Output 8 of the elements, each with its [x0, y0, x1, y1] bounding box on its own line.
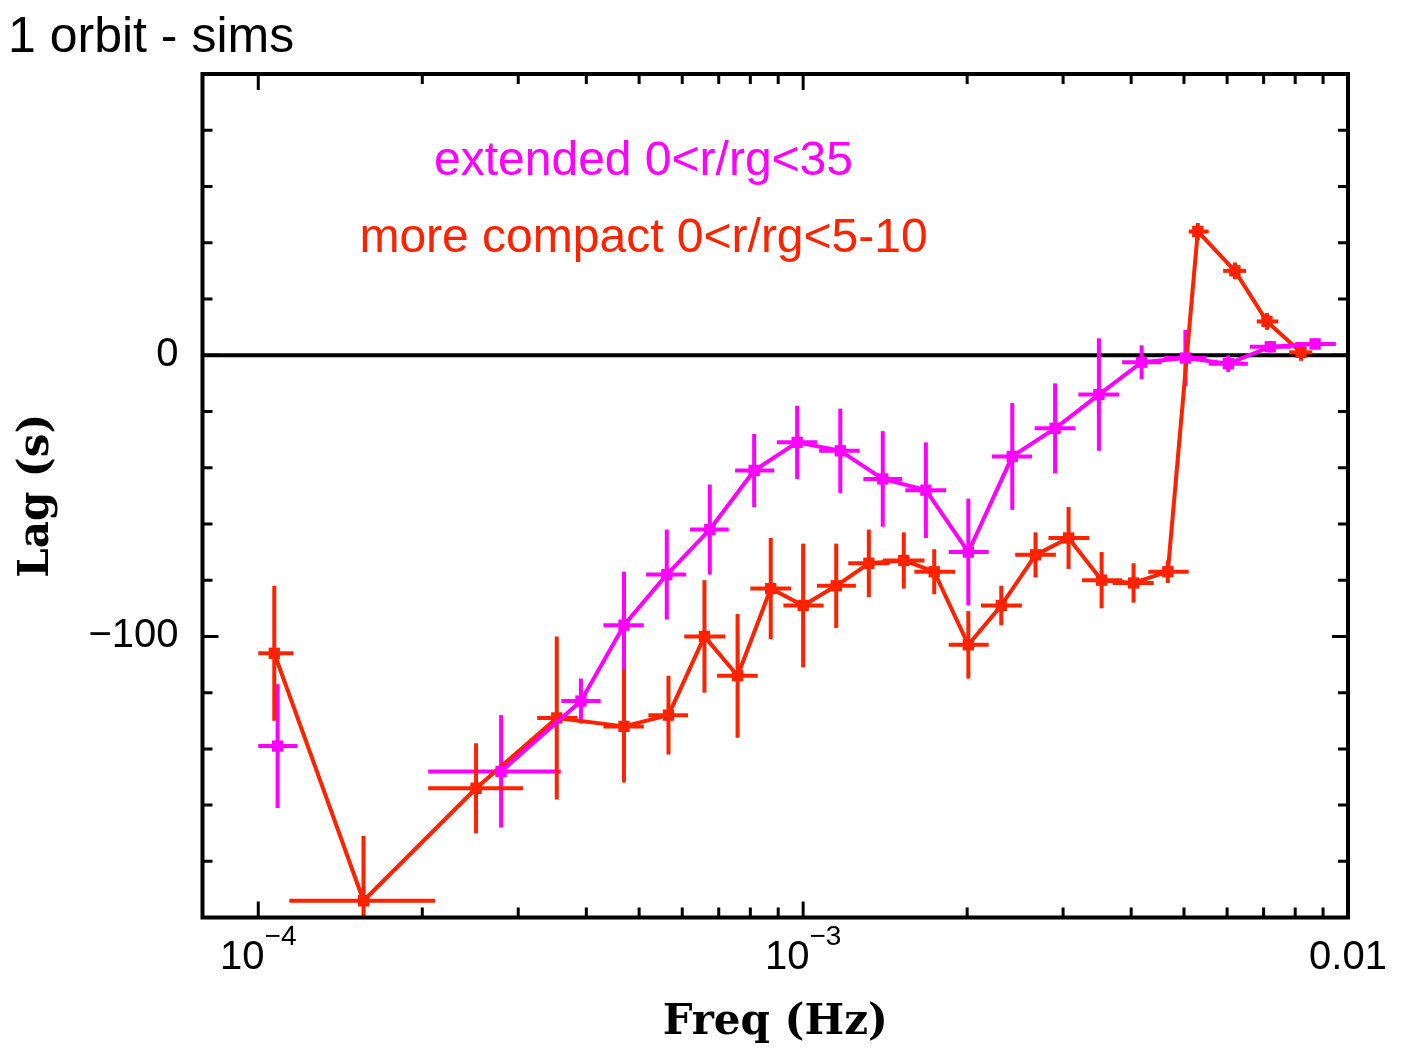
text: more compact 0<r/rg<5-10	[359, 209, 928, 263]
chart-title: 1 orbit - sims	[8, 6, 295, 63]
x-axis-title: Freq (Hz)	[662, 994, 888, 1044]
x-tick-label: 0.01	[1309, 932, 1387, 977]
y-tick-label: −100	[88, 611, 179, 656]
y-tick-label: 0	[156, 330, 179, 375]
text: extended 0<r/rg<35	[434, 132, 854, 186]
y-axis-title: Lag (s)	[9, 413, 59, 578]
